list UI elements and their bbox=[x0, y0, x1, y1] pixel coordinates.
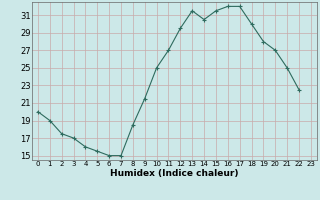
X-axis label: Humidex (Indice chaleur): Humidex (Indice chaleur) bbox=[110, 169, 239, 178]
